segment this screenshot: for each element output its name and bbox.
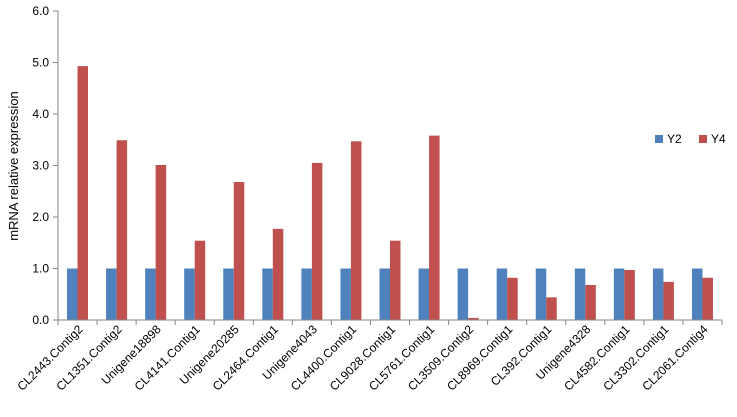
y-tick-label: 5.0 [32,56,49,70]
bar-y2-15 [652,268,664,320]
y-tick-label: 6.0 [32,4,49,18]
bar-y2-7 [340,268,351,320]
legend: Y2 Y4 [655,132,726,146]
bars [67,66,713,320]
bar-y4-10 [468,317,479,320]
y-tick-label: 1.0 [32,262,49,276]
bar-y4-2 [155,164,167,320]
bar-y2-9 [418,268,430,320]
bar-y4-4 [233,181,245,320]
bar-y2-10 [457,268,469,320]
bar-y4-13 [585,284,596,320]
bar-y2-5 [262,268,273,320]
bar-y4-1 [116,140,128,320]
bar-y4-14 [624,270,635,320]
bar-y4-11 [507,277,518,320]
bar-y2-14 [613,268,625,320]
bar-y4-9 [429,135,440,320]
legend-label-y4: Y4 [711,132,726,146]
x-axis: CL2443.Contig2CL1351.Contig2Unigene18898… [14,319,723,393]
bar-y2-13 [574,268,586,320]
bar-y2-1 [106,268,117,320]
bar-y4-12 [546,297,557,320]
bar-y4-0 [77,66,89,320]
bar-y2-0 [67,268,78,320]
legend-label-y2: Y2 [667,132,682,146]
y-tick-label: 3.0 [32,159,49,173]
bar-y4-3 [194,240,206,320]
bar-y2-11 [496,268,508,320]
bar-y4-5 [272,228,284,320]
bar-y2-3 [184,268,195,320]
bar-y2-16 [691,268,703,320]
bar-y4-6 [311,162,323,320]
bar-y4-16 [702,277,713,320]
bar-y2-4 [223,268,234,320]
y-tick-label: 0.0 [32,313,49,327]
bar-y4-7 [350,141,362,320]
y-axis-title: mRNA relative expression [6,91,21,241]
bar-y2-12 [535,268,547,320]
y-tick-label: 2.0 [32,210,49,224]
bar-y4-15 [663,281,674,320]
legend-swatch-y2 [655,135,663,143]
bar-y2-6 [301,268,312,320]
legend-swatch-y4 [699,135,707,143]
y-tick-label: 4.0 [32,107,49,121]
bar-y2-2 [145,268,156,320]
bar-y4-8 [390,240,401,320]
y-axis: 0.0 1.0 2.0 3.0 4.0 5.0 6.0 [32,4,59,327]
x-tick-label: CL2443.Contig2 [14,322,85,393]
bar-y2-8 [379,268,390,320]
